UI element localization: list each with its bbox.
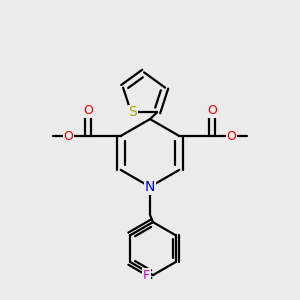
Text: O: O <box>64 130 74 142</box>
Text: O: O <box>226 130 236 142</box>
Text: O: O <box>83 104 93 117</box>
Text: F: F <box>143 268 150 282</box>
Text: N: N <box>145 180 155 194</box>
Text: S: S <box>128 105 137 119</box>
Text: O: O <box>207 104 217 117</box>
